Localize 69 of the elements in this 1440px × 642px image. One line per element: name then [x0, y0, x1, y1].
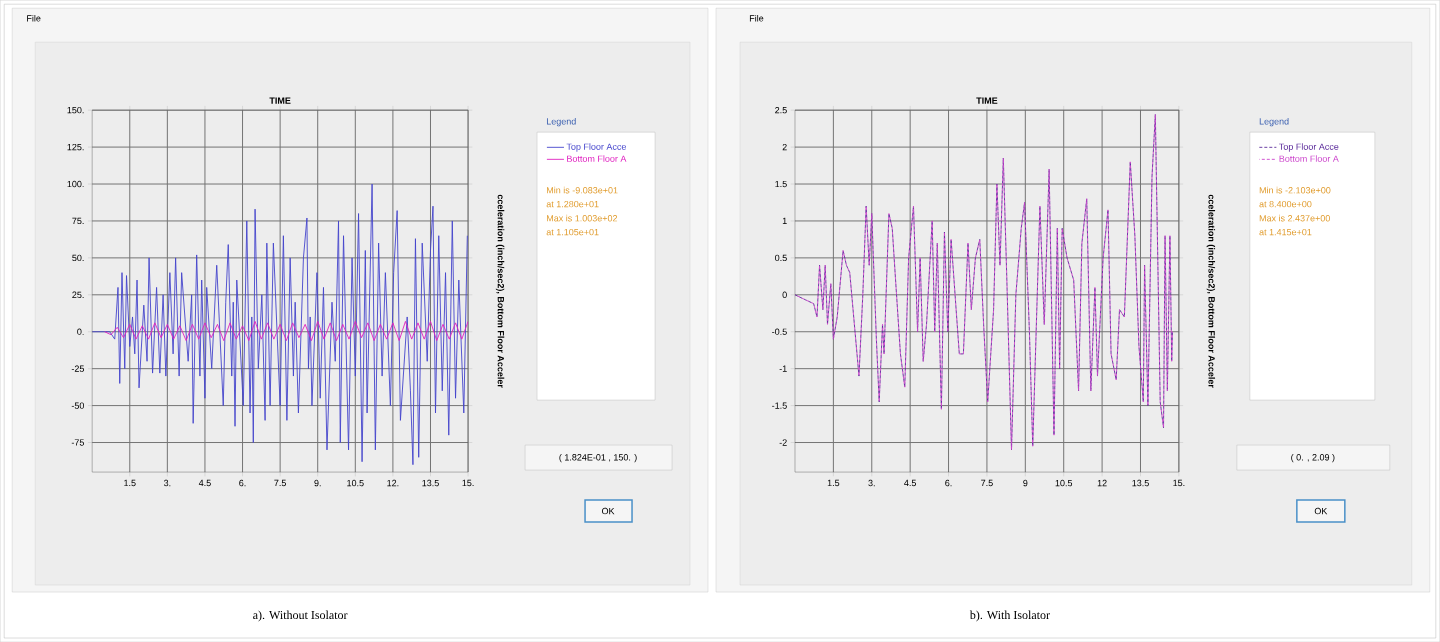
text: Max is 2.437e+00 [1259, 214, 1330, 222]
y-tick-label: -75 [71, 439, 84, 446]
y-tick-label: 0 [782, 291, 787, 298]
text: at 1.280e+01 [546, 200, 599, 208]
x-tick-label: 12. [387, 479, 399, 487]
y-tick-label: -25 [71, 365, 84, 372]
x-tick-label: 13.5 [1132, 479, 1149, 487]
x-tick-label: 6. [239, 479, 246, 487]
x-tick-label: 4.5 [904, 479, 917, 487]
x-tick-label: 6. [945, 479, 952, 487]
text: Legend [1259, 117, 1289, 127]
y-tick-label: -2 [779, 439, 787, 446]
text: ( 0. , 2.09 ) [1291, 453, 1335, 463]
x-tick-label: 9. [314, 479, 321, 487]
y-tick-label: 100. [67, 180, 84, 188]
x-axis-title: TIME [269, 97, 291, 104]
legend-label: Top Floor Acce [566, 143, 627, 152]
x-tick-label: 1.5 [827, 479, 840, 487]
text: Min is -9.083e+01 [546, 186, 618, 194]
x-tick-label: 4.5 [198, 479, 211, 487]
x-tick-label: 10.5 [1055, 479, 1073, 487]
x-tick-label: 1.5 [124, 479, 136, 487]
x-tick-label: 15. [462, 479, 474, 487]
y-tick-label: 2.5 [775, 106, 787, 114]
y-tick-label: -0.5 [772, 328, 787, 335]
y-tick-label: 2 [782, 143, 787, 151]
text: Min is -2.103e+00 [1259, 186, 1331, 194]
y-axis-title: cceleration (inch/sec2), Bottom Floor Acceler [1206, 194, 1216, 388]
x-tick-label: 3. [868, 479, 875, 487]
text: File [749, 14, 764, 22]
text: at 1.105e+01 [546, 228, 599, 236]
legend-label: Top Floor Acce [1279, 143, 1339, 152]
x-tick-label: 13.5 [422, 479, 439, 487]
x-tick-label: 15. [1173, 479, 1185, 487]
x-tick-label: 9 [1023, 479, 1028, 487]
y-tick-label: 1.5 [775, 180, 787, 188]
y-tick-label: 75. [72, 217, 84, 224]
x-tick-label: 3. [163, 479, 171, 487]
line-series [794, 114, 1173, 451]
text: File [27, 14, 41, 22]
y-tick-label: 1 [782, 217, 787, 224]
y-tick-label: 0. [77, 328, 84, 335]
line-series [92, 183, 468, 466]
legend-label: Bottom Floor A [567, 155, 627, 162]
y-tick-label: 125. [67, 143, 84, 151]
text: at 8.400e+00 [1259, 200, 1312, 208]
y-tick-label: 150. [67, 106, 84, 114]
x-axis-title: TIME [976, 97, 998, 104]
line-series [104, 320, 469, 341]
text: Max is 1.003e+02 [546, 214, 618, 222]
y-tick-label: 25. [72, 291, 84, 298]
x-tick-label: 10.5 [347, 479, 364, 487]
y-tick-label: -1.5 [772, 402, 787, 409]
text: OK [1314, 507, 1328, 515]
text: Legend [546, 117, 576, 127]
text: ( 1.824E-01 , 150. ) [559, 453, 637, 463]
text: b). With Isolator [969, 610, 1050, 622]
y-tick-label: -50 [71, 402, 85, 409]
x-tick-label: 12 [1097, 479, 1107, 487]
y-tick-label: -1 [779, 365, 787, 372]
y-tick-label: 0.5 [775, 254, 787, 261]
x-tick-label: 7.5 [981, 479, 993, 487]
y-tick-label: 50. [72, 254, 84, 261]
text: a). Without Isolator [253, 610, 348, 622]
text: OK [601, 507, 615, 515]
y-axis-title: cceleration (inch/sec2), Bottom Floor Acceler [495, 194, 505, 388]
legend-label: Bottom Floor A [1279, 155, 1339, 162]
text: at 1.415e+01 [1259, 228, 1312, 236]
x-tick-label: 7.5 [274, 479, 286, 487]
